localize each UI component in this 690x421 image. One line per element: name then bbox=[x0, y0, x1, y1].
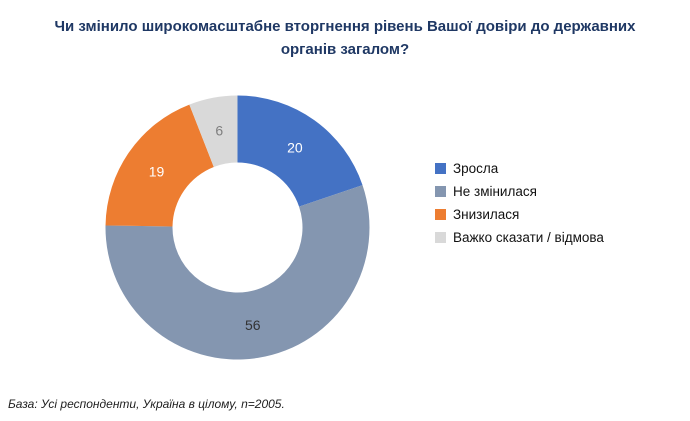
chart-title: Чи змінило широкомасштабне вторгнення рі… bbox=[54, 18, 636, 58]
slice-value-label: 20 bbox=[287, 139, 303, 155]
legend-item: Важко сказати / відмова bbox=[435, 226, 604, 249]
legend-label: Знизилася bbox=[453, 207, 520, 222]
legend-item: Зросла bbox=[435, 157, 604, 180]
slice-value-label: 6 bbox=[215, 123, 223, 139]
legend-item: Не змінилася bbox=[435, 180, 604, 203]
legend-label: Не змінилася bbox=[453, 184, 537, 199]
slice-value-label: 19 bbox=[149, 163, 165, 179]
legend-swatch bbox=[435, 232, 446, 243]
legend-swatch bbox=[435, 186, 446, 197]
legend-swatch bbox=[435, 209, 446, 220]
donut-slice-3 bbox=[189, 95, 238, 167]
legend-item: Знизилася bbox=[435, 203, 604, 226]
legend-swatch bbox=[435, 163, 446, 174]
donut-chart-area: 20 56 19 6 bbox=[95, 85, 380, 370]
base-note: База: Усі респонденти, Україна в цілому,… bbox=[8, 397, 285, 411]
slice-value-label: 56 bbox=[245, 317, 261, 333]
donut-slice-1 bbox=[105, 185, 370, 360]
legend-label: Важко сказати / відмова bbox=[453, 230, 604, 245]
donut-slice-2 bbox=[105, 104, 214, 227]
legend-label: Зросла bbox=[453, 161, 499, 176]
chart-legend: Зросла Не змінилася Знизилася Важко сказ… bbox=[435, 157, 604, 249]
donut-chart: 20 56 19 6 bbox=[105, 95, 370, 360]
donut-slice-0 bbox=[237, 95, 363, 207]
